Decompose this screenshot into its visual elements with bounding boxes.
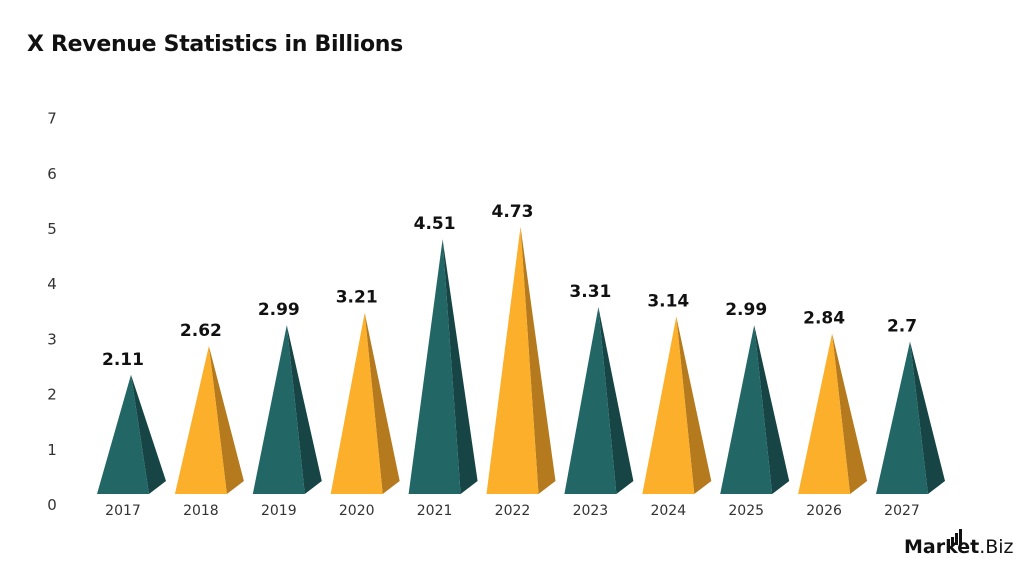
- x-tick-label: 2017: [105, 503, 141, 519]
- logo-bar-icon: [959, 529, 962, 545]
- data-label: 2.11: [102, 350, 144, 370]
- pyramid-side-2018: [208, 345, 244, 494]
- pyramid-2026: [798, 333, 851, 494]
- y-tick-label: 7: [47, 110, 57, 128]
- y-tick-label: 1: [47, 441, 57, 459]
- y-tick-label: 6: [47, 165, 57, 183]
- x-tick-label: 2024: [650, 503, 686, 519]
- pyramid-2018: [174, 345, 227, 494]
- x-tick-label: 2019: [261, 503, 297, 519]
- data-label: 4.73: [492, 202, 534, 222]
- x-tick-label: 2025: [728, 503, 764, 519]
- data-label: 3.14: [647, 292, 689, 312]
- chart-title: X Revenue Statistics in Billions: [27, 32, 403, 57]
- y-tick-label: 2: [47, 386, 57, 404]
- x-tick-label: 2027: [884, 503, 920, 519]
- pyramid-2024: [642, 316, 695, 494]
- pyramid-side-2026: [832, 333, 868, 494]
- x-tick-label: 2022: [495, 503, 531, 519]
- pyramid-2021: [408, 239, 461, 494]
- pyramid-side-2025: [754, 325, 790, 494]
- y-tick-label: 5: [47, 220, 57, 238]
- y-tick-label: 4: [47, 275, 57, 293]
- logo-text: Market: [904, 536, 980, 558]
- pyramid-side-2017: [131, 374, 166, 494]
- pyramid-side-2027: [910, 341, 945, 494]
- logo-suffix: .Biz: [979, 536, 1014, 558]
- y-tick-label: 0: [47, 496, 57, 514]
- data-label: 3.31: [569, 282, 611, 302]
- pyramid-side-2021: [442, 239, 478, 494]
- marketbiz-logo: Market.Biz: [904, 536, 1014, 558]
- x-tick-label: 2023: [573, 503, 609, 519]
- pyramid-2019: [252, 325, 305, 494]
- x-tick-label: 2018: [183, 503, 219, 519]
- logo-bar-icon: [955, 533, 958, 545]
- pyramid-side-2024: [676, 316, 712, 494]
- data-label: 2.7: [887, 316, 917, 336]
- y-tick-label: 3: [47, 330, 57, 348]
- pyramid-2020: [330, 312, 383, 494]
- data-label: 3.21: [336, 288, 378, 308]
- pyramid-side-2019: [286, 325, 322, 494]
- data-label: 2.99: [258, 300, 300, 320]
- data-label: 2.84: [803, 309, 845, 329]
- pyramid-side-2022: [520, 226, 556, 494]
- x-tick-label: 2021: [417, 503, 453, 519]
- pyramid-side-2020: [364, 312, 400, 494]
- pyramid-2023: [564, 306, 617, 494]
- data-label: 2.62: [180, 321, 222, 341]
- pyramid-2027: [876, 341, 928, 494]
- data-label: 2.99: [725, 300, 767, 320]
- pyramid-2017: [97, 374, 149, 494]
- data-label: 4.51: [414, 214, 456, 234]
- logo-bar-icon: [947, 540, 950, 545]
- x-tick-label: 2026: [806, 503, 842, 519]
- pyramid-2025: [720, 325, 773, 494]
- pyramid-2022: [486, 226, 539, 494]
- x-tick-label: 2020: [339, 503, 375, 519]
- logo-bar-icon: [951, 537, 954, 545]
- pyramid-side-2023: [598, 306, 634, 494]
